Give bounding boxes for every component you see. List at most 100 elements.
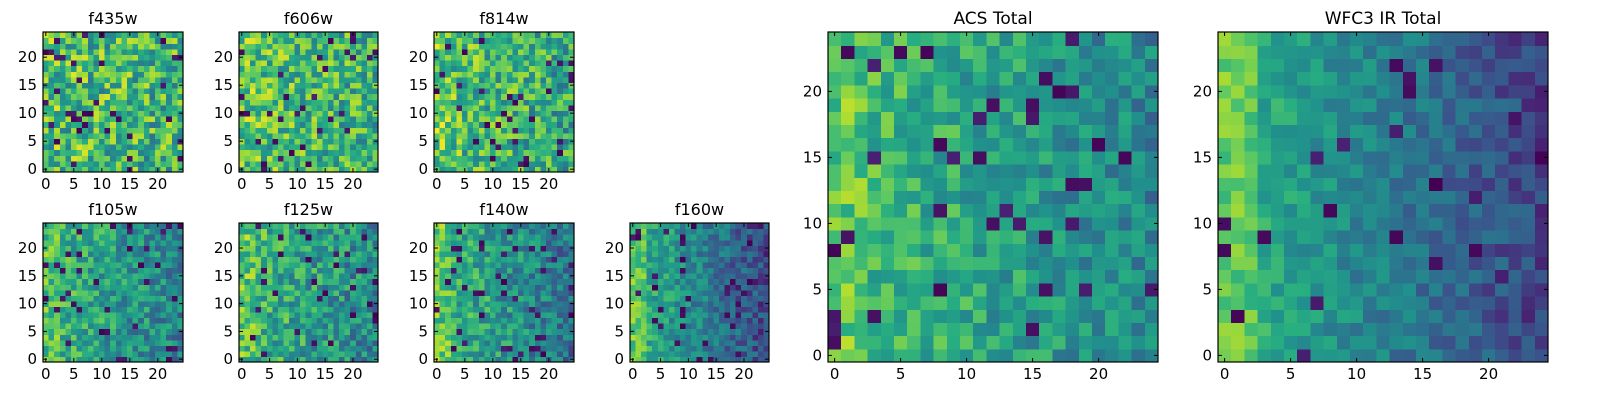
- heatmap-cell: [244, 345, 251, 352]
- heatmap-cell: [557, 65, 564, 72]
- heatmap-cell: [456, 160, 463, 167]
- heatmap-cell: [48, 65, 55, 72]
- heatmap-cell: [674, 300, 681, 307]
- heatmap-cell: [434, 278, 441, 285]
- heatmap-cell: [506, 284, 513, 291]
- heatmap-cell: [110, 239, 117, 246]
- heatmap-cell: [668, 289, 676, 296]
- heatmap-cell: [434, 323, 441, 330]
- heatmap-cell: [54, 93, 61, 100]
- heatmap-cell: [121, 121, 128, 128]
- heatmap-cell: [557, 149, 564, 156]
- heatmap-cell: [149, 284, 156, 291]
- heatmap-cell: [277, 144, 285, 151]
- heatmap-cell: [946, 243, 961, 257]
- heatmap-cell: [456, 300, 463, 307]
- heatmap-cell: [155, 43, 162, 50]
- heatmap-cell: [127, 350, 134, 358]
- heatmap-cell: [933, 296, 948, 310]
- heatmap-cell: [1078, 216, 1093, 231]
- heatmap-cell: [518, 149, 525, 156]
- heatmap-cell: [540, 306, 547, 313]
- heatmap-cell: [266, 328, 273, 335]
- heatmap-cell: [104, 311, 111, 319]
- heatmap-cell: [255, 289, 262, 296]
- heatmap-cell: [244, 278, 251, 285]
- heatmap-cell: [546, 339, 553, 346]
- heatmap-cell: [127, 121, 134, 128]
- heatmap-cell: [87, 82, 94, 89]
- heatmap-cell: [289, 300, 296, 307]
- heatmap-cell: [506, 350, 513, 358]
- heatmap-cell: [450, 250, 457, 257]
- heatmap-cell: [445, 82, 452, 89]
- heatmap-cell: [149, 278, 156, 285]
- heatmap-cell: [149, 110, 156, 117]
- heatmap-cell: [361, 339, 368, 346]
- heatmap-cell: [244, 37, 251, 44]
- heatmap-cell: [333, 60, 340, 67]
- heatmap-cell: [132, 149, 139, 156]
- heatmap-cell: [372, 234, 379, 241]
- heatmap-cell: [99, 306, 106, 313]
- heatmap-cell: [76, 323, 83, 330]
- heatmap-cell: [372, 93, 379, 100]
- heatmap-cell: [506, 116, 513, 123]
- heatmap-cell: [155, 144, 162, 151]
- heatmap-cell: [490, 328, 497, 335]
- heatmap-cell: [76, 160, 83, 167]
- heatmap-cell: [149, 239, 156, 246]
- heatmap-cell: [445, 284, 452, 291]
- heatmap-cell: [724, 356, 731, 363]
- heatmap-cell: [1065, 269, 1080, 284]
- heatmap-cell: [757, 323, 765, 330]
- heatmap-cell: [534, 60, 541, 67]
- heatmap-cell: [127, 82, 134, 89]
- heatmap-cell: [99, 278, 106, 285]
- heatmap-cell: [702, 228, 709, 235]
- heatmap-cell: [366, 82, 374, 89]
- heatmap-cell: [294, 345, 301, 352]
- heatmap-cell: [239, 250, 246, 257]
- heatmap-cell: [551, 121, 558, 128]
- heatmap-cell: [713, 228, 720, 235]
- heatmap-cell: [366, 250, 374, 257]
- heatmap-cell: [450, 104, 457, 111]
- heatmap-cell: [490, 239, 497, 246]
- heatmap-cell: [54, 160, 61, 167]
- heatmap-cell: [467, 144, 474, 151]
- heatmap-cell: [289, 256, 296, 263]
- heatmap-cell: [707, 245, 714, 252]
- heatmap-cell: [495, 245, 502, 252]
- heatmap-cell: [551, 110, 558, 117]
- heatmap-cell: [305, 273, 312, 280]
- heatmap-cell: [160, 48, 167, 55]
- heatmap-cell: [71, 88, 78, 95]
- heatmap-cell: [529, 356, 536, 363]
- heatmap-cell: [244, 245, 251, 252]
- heatmap-cell: [467, 82, 474, 89]
- heatmap-cell: [255, 345, 262, 352]
- heatmap-cell: [294, 82, 301, 89]
- heatmap-cell: [54, 121, 61, 128]
- heatmap-cell: [512, 138, 519, 145]
- heatmap-cell: [372, 121, 379, 128]
- heatmap-cell: [439, 54, 446, 61]
- heatmap-cell: [1026, 348, 1040, 363]
- heatmap-cell: [339, 306, 346, 313]
- heatmap-cell: [54, 223, 61, 230]
- heatmap-cell: [746, 311, 753, 319]
- heatmap-cell: [546, 334, 553, 341]
- heatmap-cell: [841, 177, 855, 191]
- heatmap-cell: [691, 239, 698, 246]
- heatmap-cell: [277, 284, 285, 291]
- heatmap-cell: [87, 284, 94, 291]
- heatmap-cell: [713, 350, 720, 358]
- heatmap-cell: [518, 334, 525, 341]
- heatmap-cell: [316, 328, 323, 335]
- heatmap-cell: [495, 267, 502, 274]
- heatmap-cell: [907, 309, 921, 323]
- heatmap-cell: [127, 323, 134, 330]
- heatmap-cell: [568, 48, 575, 55]
- heatmap-cell: [93, 121, 100, 128]
